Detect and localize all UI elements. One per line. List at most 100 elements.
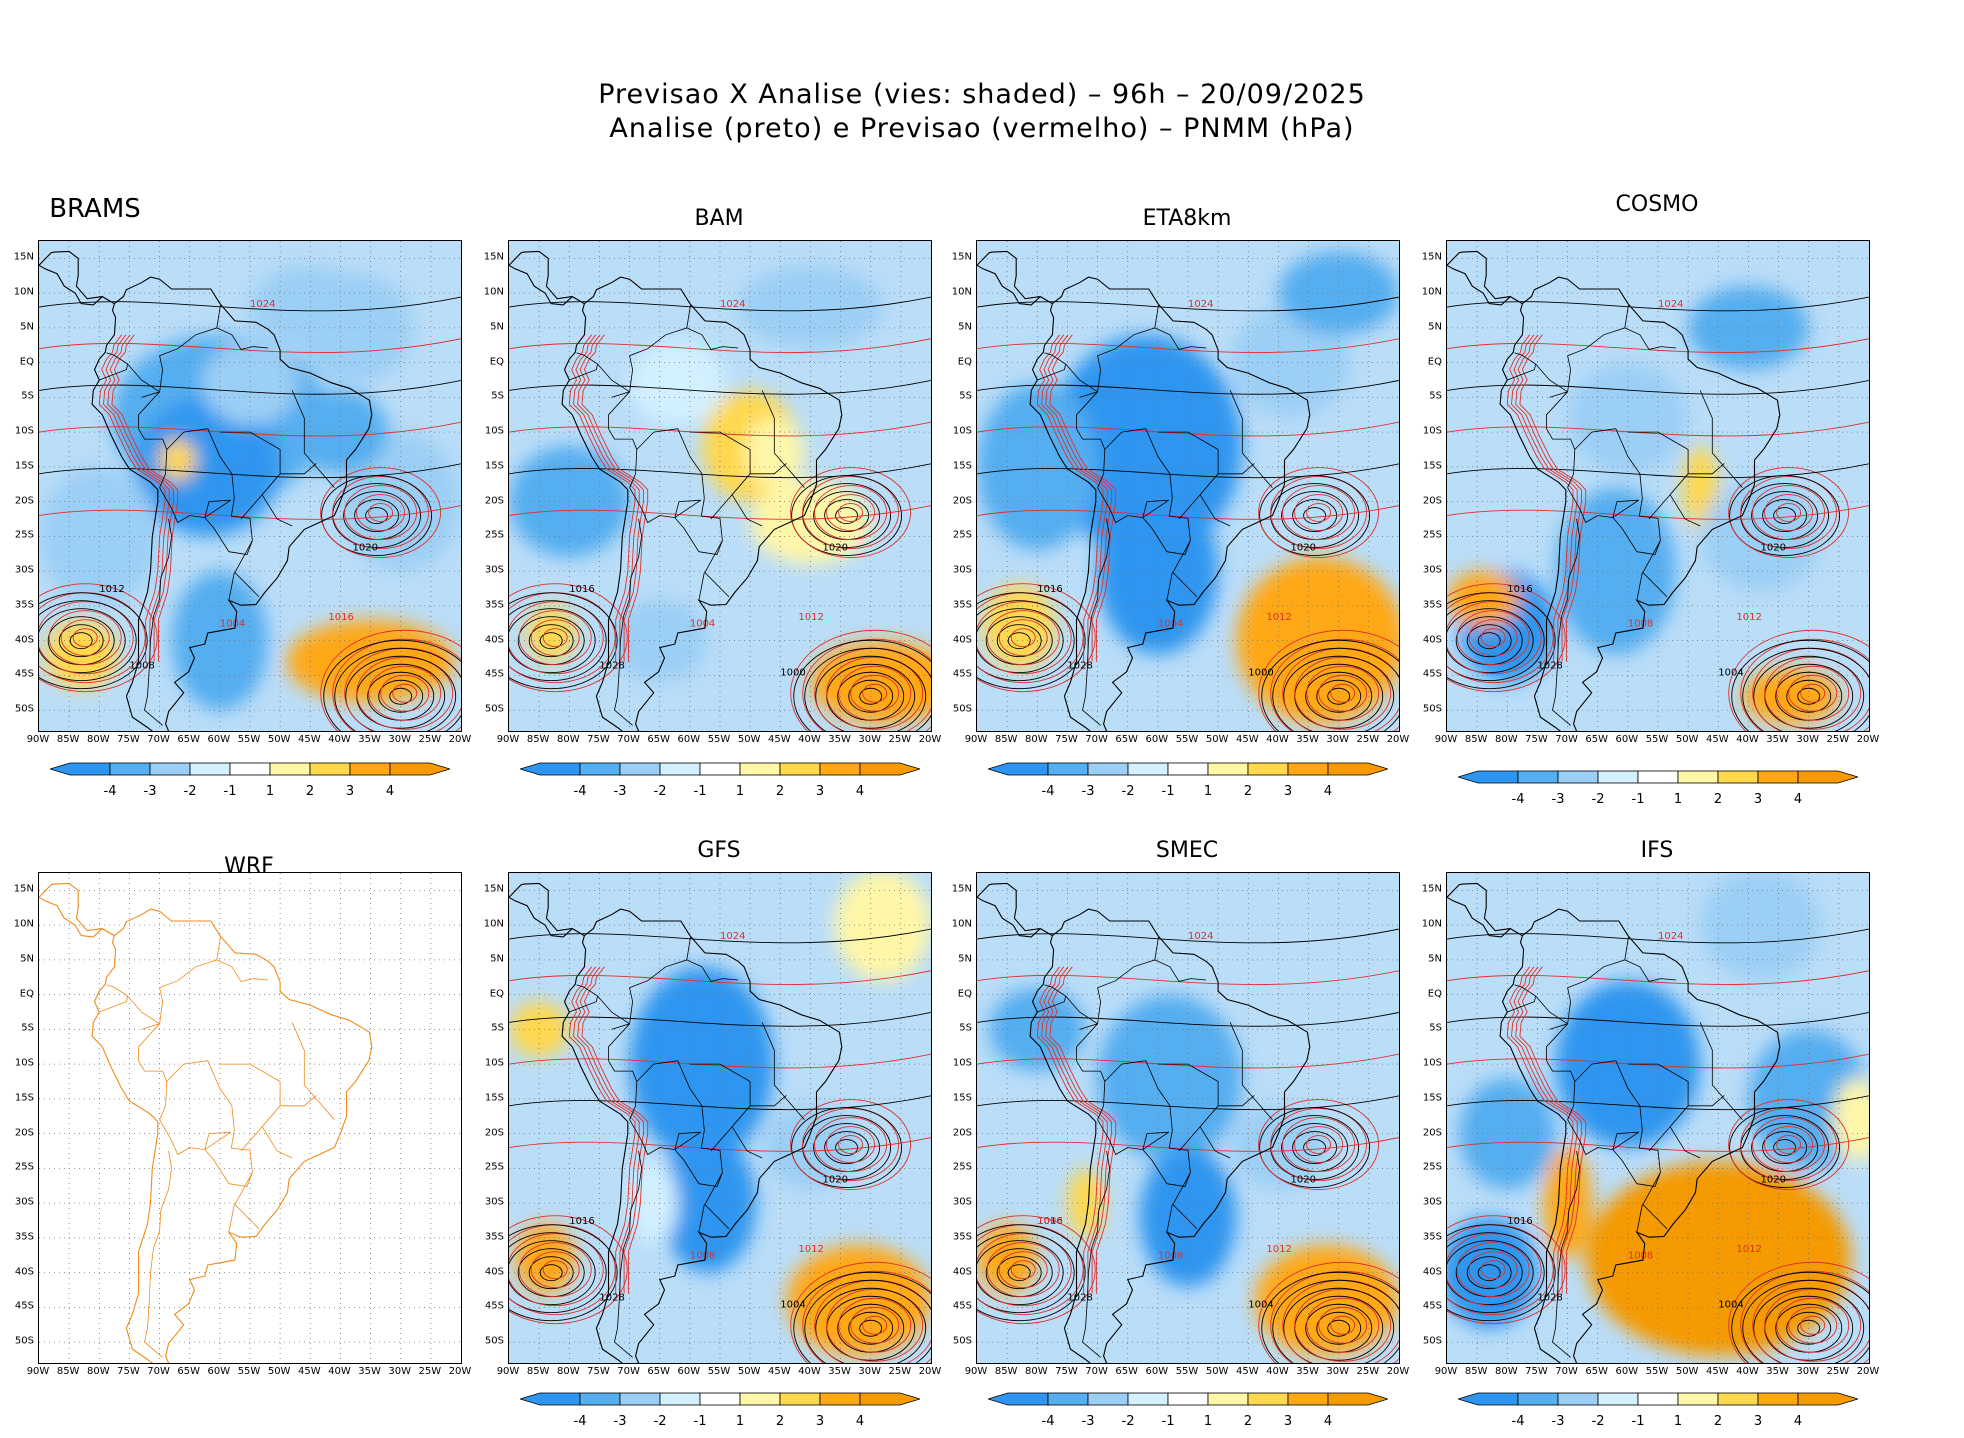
country-border	[1142, 499, 1191, 555]
latitude-tick-label: 40S	[14, 1266, 34, 1278]
country-border	[1157, 431, 1231, 527]
forecast-isobar	[1728, 1261, 1869, 1363]
longitude-tick-label: 60W	[677, 1366, 701, 1377]
colorbar-label: -1	[1161, 784, 1175, 799]
analysis-isobar	[977, 1011, 1399, 1027]
figure-title: Previsao X Analise (vies: shaded) – 96h …	[0, 78, 1964, 146]
analysis-isobar	[509, 379, 931, 395]
longitude-tick-label: 20W	[918, 1366, 942, 1377]
longitude-tick-label: 75W	[117, 1366, 140, 1377]
colorbar-swatch	[50, 762, 111, 776]
analysis-isobar	[1466, 1256, 1512, 1290]
forecast-isobar	[1294, 1288, 1392, 1362]
forecast-isobar	[39, 583, 158, 693]
longitude-tick-label: 40W	[328, 1366, 351, 1377]
colorbar-label: 1	[735, 784, 745, 799]
forecast-isobar	[826, 656, 924, 730]
colorbar-label: -2	[653, 1414, 667, 1429]
analysis-isobar	[977, 1240, 1064, 1306]
longitude-tick-label: 70W	[1555, 734, 1578, 745]
isobar-label: 1004	[780, 1299, 805, 1310]
isobar-label: 1012	[798, 612, 823, 623]
latitude-tick-label: 5N	[20, 321, 34, 333]
forecast-isobar	[509, 1053, 931, 1069]
colorbar-swatch	[988, 1392, 1049, 1406]
latitude-tick-label: 50S	[952, 1335, 972, 1347]
colorbar-swatch	[520, 1392, 581, 1406]
analysis-isobar	[977, 592, 1086, 690]
longitude-tick-label: 65W	[1585, 1366, 1609, 1377]
colorbar-swatch	[1797, 770, 1858, 784]
coastline	[561, 276, 843, 731]
longitude-tick-label: 70W	[617, 1366, 640, 1377]
colorbar: -4 -3 -2 -1 1 2 3 4	[988, 762, 1388, 808]
latitude-tick-label: 5N	[20, 953, 34, 965]
bias-patch	[629, 341, 727, 426]
colorbar-swatch	[1127, 1392, 1169, 1406]
analysis-isobar	[345, 655, 457, 731]
colorbar-swatch	[1327, 1392, 1388, 1406]
forecast-isobar	[826, 1288, 924, 1362]
latitude-tick-label: 30S	[14, 564, 34, 576]
country-border	[1624, 327, 1677, 350]
analysis-isobar	[509, 600, 607, 682]
forecast-isobar	[392, 683, 418, 703]
longitude-tick-label: 25W	[418, 1366, 442, 1377]
analysis-isobar	[39, 463, 461, 479]
forecast-isobar	[509, 338, 931, 353]
longitude-tick-label: 35W	[1296, 1366, 1319, 1377]
country-border	[1567, 1060, 1668, 1230]
forecast-isobar	[1318, 674, 1368, 712]
forecast-isobar	[332, 476, 430, 549]
forecast-isobar	[986, 610, 1060, 666]
colorbar-swatch	[1717, 770, 1759, 784]
forecast-isobar	[802, 1108, 900, 1181]
longitude-tick-label: 85W	[56, 734, 80, 745]
forecast-isobar	[1294, 1126, 1344, 1163]
country-border	[1166, 572, 1173, 601]
colorbar-swatch	[1597, 1392, 1639, 1406]
isobar-label: 1016	[1507, 1216, 1532, 1227]
longitude-tick-label: 85W	[1464, 734, 1488, 745]
isobar-label: 1020	[1760, 542, 1785, 553]
analysis-isobar	[793, 1271, 931, 1363]
colorbar-swatch	[1637, 1392, 1679, 1406]
country-border	[1549, 936, 1629, 1030]
forecast-isobar	[356, 494, 406, 531]
longitude-tick-label: 35W	[828, 1366, 851, 1377]
isobar-label: 1024	[250, 299, 275, 310]
forecast-isobar	[1294, 656, 1392, 730]
analysis-isobar	[509, 296, 931, 312]
colorbar-swatch	[1287, 762, 1329, 776]
country-border	[1154, 327, 1207, 350]
forecast-isobar	[581, 966, 649, 1294]
forecast-isobar	[1306, 1135, 1332, 1154]
longitude-tick-label: 40W	[1736, 734, 1759, 745]
panel-title: BRAMS	[49, 194, 141, 224]
forecast-isobar	[1447, 1215, 1566, 1325]
forecast-isobar	[1800, 1315, 1826, 1335]
forecast-isobar	[48, 610, 122, 666]
longitude-tick-label: 60W	[1615, 734, 1639, 745]
bias-patch	[1139, 1147, 1237, 1287]
longitude-tick-label: 75W	[117, 734, 140, 745]
longitude-tick-label: 20W	[918, 734, 942, 745]
colorbar-label: 1	[265, 784, 275, 799]
country-border	[710, 494, 733, 520]
forecast-isobar	[1258, 1099, 1380, 1190]
country-border	[1567, 487, 1639, 524]
colorbar-label: -3	[143, 784, 157, 799]
forecast-isobar	[862, 1315, 888, 1335]
forecast-isobar	[380, 674, 430, 712]
forecast-isobar	[1258, 467, 1380, 558]
country-border	[597, 363, 638, 450]
isobar-label: 1000	[1248, 667, 1273, 678]
colorbar-label: -1	[693, 1414, 707, 1429]
forecast-isobar	[1270, 638, 1399, 731]
country-border	[1624, 959, 1677, 982]
forecast-isobar	[1506, 966, 1574, 1294]
longitude-tick-label: 35W	[358, 1366, 381, 1377]
forecast-isobar	[72, 628, 98, 648]
map-canvas: 1016 1012 1020 1024 1028 1008 1004	[1447, 241, 1869, 731]
country-border	[1507, 984, 1537, 1013]
